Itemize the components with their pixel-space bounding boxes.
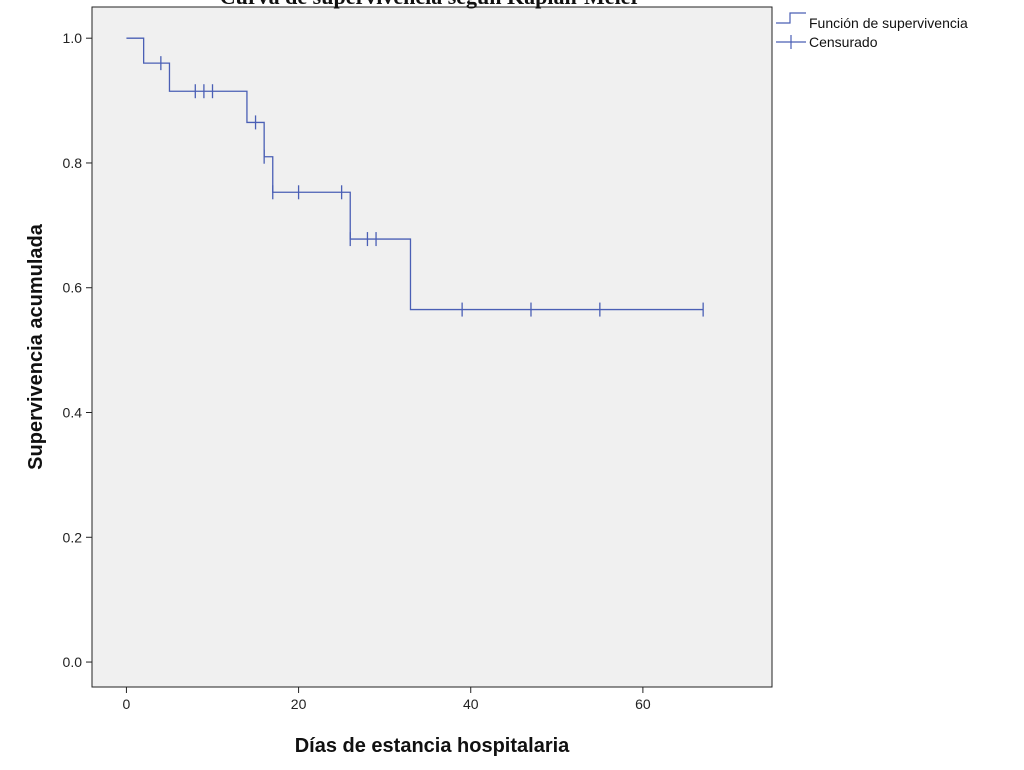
y-tick-label: 0.4 (63, 405, 83, 421)
y-tick-label: 1.0 (63, 30, 83, 46)
x-tick-label: 20 (291, 696, 307, 712)
legend: Función de supervivencia Censurado (776, 12, 968, 50)
x-axis: 0 20 40 60 (123, 687, 651, 712)
y-axis-title: Supervivencia acumulada (25, 223, 47, 470)
chart-title: Curva de supervivencia según Kaplan-Meie… (220, 0, 641, 9)
x-axis-title: Días de estancia hospitalaria (295, 735, 570, 757)
y-tick-label: 0.8 (63, 155, 83, 171)
x-tick-label: 40 (463, 696, 479, 712)
y-tick-label: 0.2 (63, 529, 83, 545)
legend-survival-symbol (776, 12, 806, 24)
y-tick-label: 0.6 (63, 280, 83, 296)
legend-censored-label: Censurado (809, 34, 878, 50)
legend-item-censored: Censurado (776, 34, 878, 50)
legend-item-survival: Función de supervivencia (776, 12, 968, 31)
y-axis: 0.0 0.2 0.4 0.6 0.8 1.0 (63, 30, 92, 670)
legend-survival-label: Función de supervivencia (809, 15, 968, 31)
y-tick-label: 0.0 (63, 654, 83, 670)
x-tick-label: 60 (635, 696, 651, 712)
series-layer (126, 37, 704, 317)
x-tick-label: 0 (123, 696, 131, 712)
plot-area (91, 6, 773, 688)
survival-step-line (126, 37, 704, 311)
